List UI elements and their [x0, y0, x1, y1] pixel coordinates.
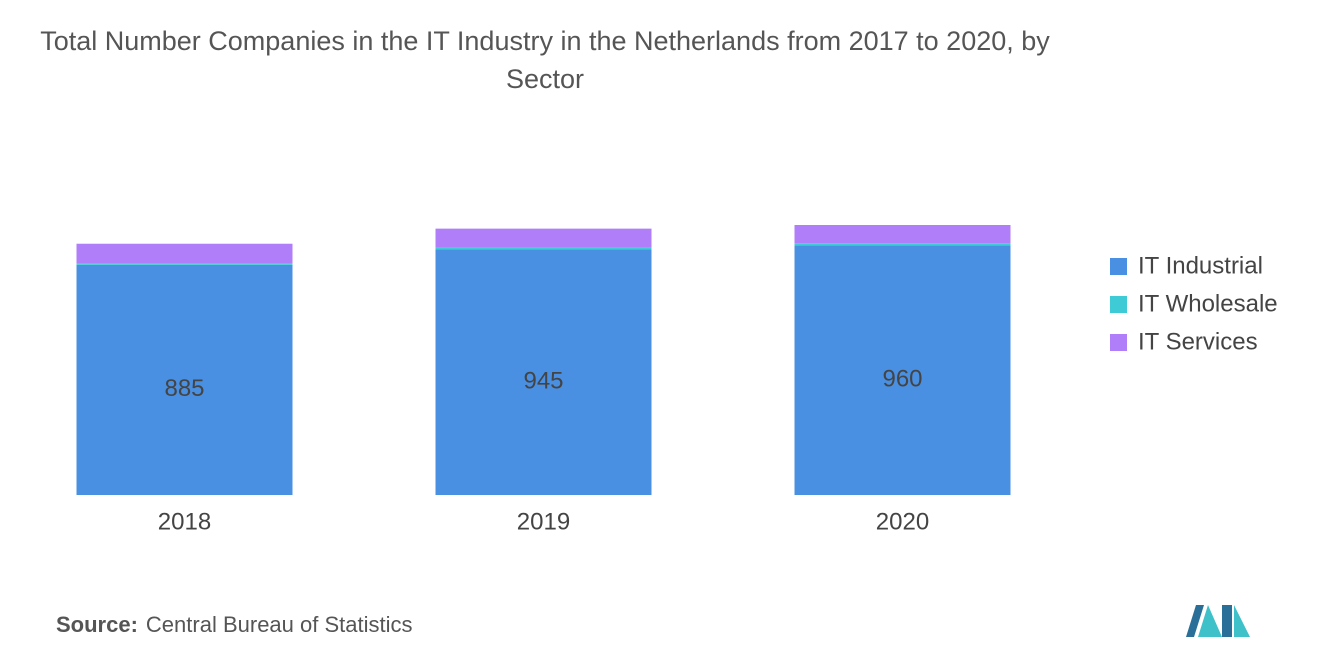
chart-title: Total Number Companies in the IT Industr… — [40, 26, 1050, 94]
legend-label: IT Wholesale — [1138, 290, 1278, 317]
bar-segment — [76, 263, 293, 265]
bar-segment — [435, 228, 652, 248]
legend-label: IT Services — [1138, 328, 1258, 355]
logo — [1186, 605, 1250, 637]
legend-swatch — [1110, 258, 1127, 275]
x-tick-label: 2019 — [517, 508, 570, 535]
legend-label: IT Industrial — [1138, 252, 1263, 279]
data-label: 945 — [523, 367, 563, 394]
bar-segment — [76, 264, 293, 495]
legend-swatch — [1110, 334, 1127, 351]
data-label: 885 — [164, 375, 204, 402]
bar-segment — [435, 247, 652, 250]
source-text: Central Bureau of Statistics — [145, 612, 413, 637]
bar-segment — [794, 225, 1011, 244]
source-label: Source: — [56, 612, 138, 637]
source: Source: Central Bureau of Statistics — [56, 612, 413, 638]
legend-swatch — [1110, 296, 1127, 313]
bar-segment — [435, 249, 652, 495]
bar-segment — [794, 243, 1011, 246]
x-tick-label: 2018 — [158, 508, 211, 535]
x-tick-label: 2020 — [876, 508, 929, 535]
bar-segment — [76, 243, 293, 264]
bar-segment — [794, 245, 1011, 495]
data-label: 960 — [882, 365, 922, 392]
